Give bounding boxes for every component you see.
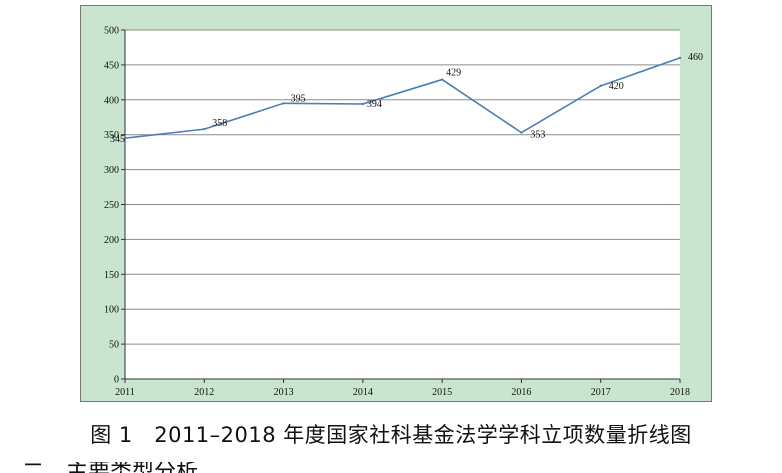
- y-tick-label: 500: [104, 26, 119, 37]
- y-tick-label: 450: [104, 60, 119, 71]
- data-label: 420: [609, 81, 624, 92]
- data-label: 460: [688, 52, 703, 63]
- data-point: [440, 78, 444, 81]
- x-tick-label: 2012: [194, 387, 214, 398]
- x-tick-label: 2016: [511, 387, 531, 398]
- data-point: [203, 127, 206, 131]
- next-heading-partial: 二、主要类型分析: [22, 462, 198, 473]
- data-point: [520, 131, 523, 134]
- x-tick-label: 2014: [353, 387, 373, 398]
- x-tick-label: 2011: [115, 387, 135, 398]
- y-tick-label: 200: [104, 235, 119, 246]
- x-tick-label: 2017: [591, 387, 611, 398]
- y-tick-label: 300: [104, 165, 119, 176]
- data-point: [361, 102, 365, 106]
- data-label: 395: [291, 93, 306, 104]
- data-label: 358: [212, 118, 227, 129]
- y-tick-label: 50: [109, 340, 119, 351]
- data-label: 394: [367, 99, 382, 110]
- line-chart: 0 50 100 150 200 250 300 350 400 450 500 2011 2012 20…: [104, 26, 703, 399]
- y-tick-label: 400: [104, 95, 119, 106]
- data-point: [678, 56, 682, 60]
- y-tick-label: 100: [104, 305, 119, 316]
- x-tick-label: 2018: [670, 387, 690, 398]
- x-tick-label: 2013: [274, 387, 294, 398]
- y-tick-label: 350: [104, 130, 119, 141]
- series-line: [124, 57, 681, 139]
- x-tick-label: 2015: [432, 387, 452, 398]
- figure-caption: 图 1 2011–2018 年度国家社科基金法学学科立项数量折线图: [90, 423, 692, 447]
- data-label: 345: [110, 134, 125, 145]
- y-tick-label: 250: [104, 200, 119, 211]
- data-label: 429: [446, 68, 461, 79]
- chart-frame: 0 50 100 150 200 250 300 350 400 450 500 2011 2012 20…: [80, 5, 712, 402]
- data-point: [123, 136, 127, 140]
- y-tick-label: 0: [114, 375, 119, 386]
- data-label: 353: [530, 130, 545, 141]
- data-point: [599, 84, 602, 88]
- data-point: [282, 102, 285, 105]
- y-tick-label: 150: [104, 270, 119, 281]
